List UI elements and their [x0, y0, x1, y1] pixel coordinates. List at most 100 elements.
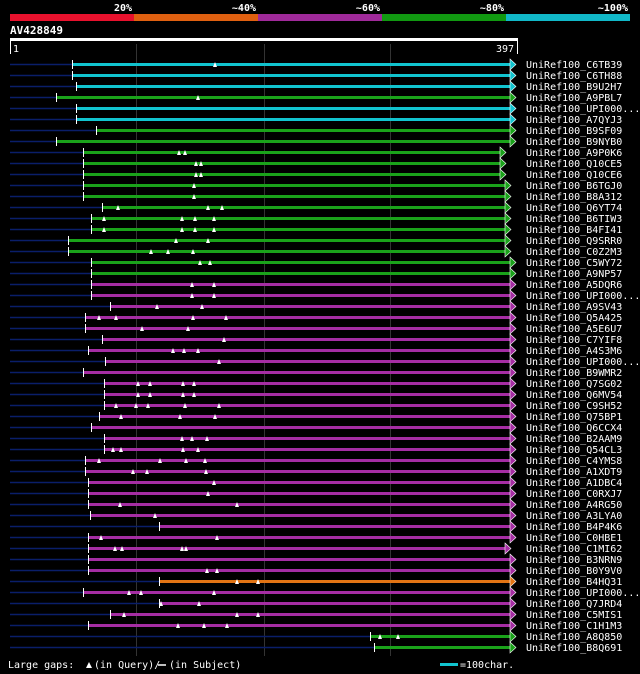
hit-row[interactable]: UniRef100_Q54CL3 — [10, 443, 622, 456]
hit-label[interactable]: UniRef100_C6TB39 — [526, 60, 622, 71]
hit-label[interactable]: UniRef100_B9SF09 — [526, 126, 622, 137]
hit-label[interactable]: UniRef100_C0RXJ7 — [526, 489, 622, 500]
hit-label[interactable]: UniRef100_UPI000... — [526, 357, 640, 368]
hit-row[interactable]: UniRef100_B6TGJ0 — [10, 179, 622, 192]
hit-row[interactable]: UniRef100_C1MI62 — [10, 542, 622, 555]
hit-row[interactable]: UniRef100_C6TH88 — [10, 69, 622, 82]
hit-label[interactable]: UniRef100_B4HQ31 — [526, 577, 622, 588]
hit-label[interactable]: UniRef100_Q10CE6 — [526, 170, 622, 181]
hit-row[interactable]: UniRef100_C4YMS8 — [10, 454, 622, 467]
hit-label[interactable]: UniRef100_B8A312 — [526, 192, 622, 203]
hit-label[interactable]: UniRef100_C7YIF8 — [526, 335, 622, 346]
hit-label[interactable]: UniRef100_B9NYB0 — [526, 137, 622, 148]
hit-row[interactable]: UniRef100_A1DBC4 — [10, 476, 622, 489]
hit-label[interactable]: UniRef100_Q5A425 — [526, 313, 622, 324]
hit-label[interactable]: UniRef100_A3LYA0 — [526, 511, 622, 522]
hit-label[interactable]: UniRef100_B3NRN9 — [526, 555, 622, 566]
hit-row[interactable]: UniRef100_B9WMR2 — [10, 366, 622, 379]
hit-row[interactable]: UniRef100_A5DQR6 — [10, 278, 622, 291]
hit-row[interactable]: UniRef100_UPI000... — [10, 586, 640, 599]
hit-label[interactable]: UniRef100_A9PBL7 — [526, 93, 622, 104]
hit-label[interactable]: UniRef100_C4YMS8 — [526, 456, 622, 467]
hit-row[interactable]: UniRef100_B0Y9V0 — [10, 564, 622, 577]
hit-label[interactable]: UniRef100_B0Y9V0 — [526, 566, 622, 577]
hit-row[interactable]: UniRef100_A5E6U7 — [10, 322, 622, 335]
hit-row[interactable]: UniRef100_A1XDT9 — [10, 465, 622, 478]
hit-row[interactable]: UniRef100_B8A312 — [10, 190, 622, 203]
hit-label[interactable]: UniRef100_UPI000... — [526, 588, 640, 599]
hit-row[interactable]: UniRef100_B9U2H7 — [10, 80, 622, 93]
hit-label[interactable]: UniRef100_C9SH52 — [526, 401, 622, 412]
hit-label[interactable]: UniRef100_A9P0K6 — [526, 148, 622, 159]
hit-row[interactable]: UniRef100_A7QYJ3 — [10, 113, 622, 126]
hit-row[interactable]: UniRef100_B4P4K6 — [10, 520, 622, 533]
hit-row[interactable]: UniRef100_A4RG50 — [10, 498, 622, 511]
hit-label[interactable]: UniRef100_C0Z2M3 — [526, 247, 622, 258]
hit-row[interactable]: UniRef100_Q5A425 — [10, 311, 622, 324]
hit-row[interactable]: UniRef100_Q6MV54 — [10, 388, 622, 401]
hit-row[interactable]: UniRef100_A4S3M6 — [10, 344, 622, 357]
hit-label[interactable]: UniRef100_A1DBC4 — [526, 478, 622, 489]
hit-row[interactable]: UniRef100_B6TIW3 — [10, 212, 622, 225]
hit-row[interactable]: UniRef100_UPI000... — [10, 355, 640, 368]
hit-label[interactable]: UniRef100_Q10CE5 — [526, 159, 622, 170]
hit-row[interactable]: UniRef100_A9NP57 — [10, 267, 622, 280]
hit-row[interactable]: UniRef100_C9SH52 — [10, 399, 622, 412]
hit-row[interactable]: UniRef100_B8Q691 — [10, 641, 622, 654]
hit-row[interactable]: UniRef100_UPI000... — [10, 289, 640, 302]
hit-label[interactable]: UniRef100_Q7SG02 — [526, 379, 622, 390]
hit-label[interactable]: UniRef100_Q75BP1 — [526, 412, 622, 423]
hit-label[interactable]: UniRef100_Q6MV54 — [526, 390, 622, 401]
hit-row[interactable]: UniRef100_Q6CCX4 — [10, 421, 622, 434]
hit-row[interactable]: UniRef100_C7YIF8 — [10, 333, 622, 346]
hit-label[interactable]: UniRef100_C5MIS1 — [526, 610, 622, 621]
hit-label[interactable]: UniRef100_Q6CCX4 — [526, 423, 622, 434]
hit-label[interactable]: UniRef100_UPI000... — [526, 104, 640, 115]
hit-row[interactable]: UniRef100_A8Q850 — [10, 630, 622, 643]
hit-label[interactable]: UniRef100_B4FI41 — [526, 225, 622, 236]
hit-row[interactable]: UniRef100_A9PBL7 — [10, 91, 622, 104]
hit-label[interactable]: UniRef100_B8Q691 — [526, 643, 622, 654]
hit-label[interactable]: UniRef100_A4S3M6 — [526, 346, 622, 357]
hit-row[interactable]: UniRef100_C0Z2M3 — [10, 245, 622, 258]
hit-label[interactable]: UniRef100_A9SV43 — [526, 302, 622, 313]
hit-label[interactable]: UniRef100_Q7JRD4 — [526, 599, 622, 610]
hit-label[interactable]: UniRef100_A5E6U7 — [526, 324, 622, 335]
hit-row[interactable]: UniRef100_B4FI41 — [10, 223, 622, 236]
hit-label[interactable]: UniRef100_C5WY72 — [526, 258, 622, 269]
hit-row[interactable]: UniRef100_Q75BP1 — [10, 410, 622, 423]
hit-label[interactable]: UniRef100_B6TIW3 — [526, 214, 622, 225]
hit-label[interactable]: UniRef100_Q9SRR0 — [526, 236, 622, 247]
hit-label[interactable]: UniRef100_A5DQR6 — [526, 280, 622, 291]
hit-label[interactable]: UniRef100_A9NP57 — [526, 269, 622, 280]
hit-label[interactable]: UniRef100_A1XDT9 — [526, 467, 622, 478]
hit-row[interactable]: UniRef100_C0RXJ7 — [10, 487, 622, 500]
hit-row[interactable]: UniRef100_Q10CE6 — [10, 168, 622, 181]
hit-row[interactable]: UniRef100_C1H1M3 — [10, 619, 622, 632]
hit-label[interactable]: UniRef100_Q54CL3 — [526, 445, 622, 456]
hit-row[interactable]: UniRef100_Q10CE5 — [10, 157, 622, 170]
hit-row[interactable]: UniRef100_A3LYA0 — [10, 509, 622, 522]
hit-label[interactable]: UniRef100_Q6YT74 — [526, 203, 622, 214]
hit-row[interactable]: UniRef100_B9NYB0 — [10, 135, 622, 148]
hit-row[interactable]: UniRef100_C6TB39 — [10, 58, 622, 71]
hit-row[interactable]: UniRef100_B3NRN9 — [10, 553, 622, 566]
hit-row[interactable]: UniRef100_C5WY72 — [10, 256, 622, 269]
hit-label[interactable]: UniRef100_B2AAM9 — [526, 434, 622, 445]
hit-row[interactable]: UniRef100_Q7SG02 — [10, 377, 622, 390]
hit-label[interactable]: UniRef100_B4P4K6 — [526, 522, 622, 533]
hit-label[interactable]: UniRef100_A8Q850 — [526, 632, 622, 643]
hit-label[interactable]: UniRef100_C0HBE1 — [526, 533, 622, 544]
hit-label[interactable]: UniRef100_C6TH88 — [526, 71, 622, 82]
hit-label[interactable]: UniRef100_B9U2H7 — [526, 82, 622, 93]
hit-row[interactable]: UniRef100_B9SF09 — [10, 124, 622, 137]
hit-label[interactable]: UniRef100_C1MI62 — [526, 544, 622, 555]
hit-row[interactable]: UniRef100_A9SV43 — [10, 300, 622, 313]
hit-label[interactable]: UniRef100_A7QYJ3 — [526, 115, 622, 126]
hit-row[interactable]: UniRef100_C5MIS1 — [10, 608, 622, 621]
hit-row[interactable]: UniRef100_B4HQ31 — [10, 575, 622, 588]
hit-label[interactable]: UniRef100_B9WMR2 — [526, 368, 622, 379]
hit-row[interactable]: UniRef100_C0HBE1 — [10, 531, 622, 544]
hit-row[interactable]: UniRef100_A9P0K6 — [10, 146, 622, 159]
hit-label[interactable]: UniRef100_C1H1M3 — [526, 621, 622, 632]
